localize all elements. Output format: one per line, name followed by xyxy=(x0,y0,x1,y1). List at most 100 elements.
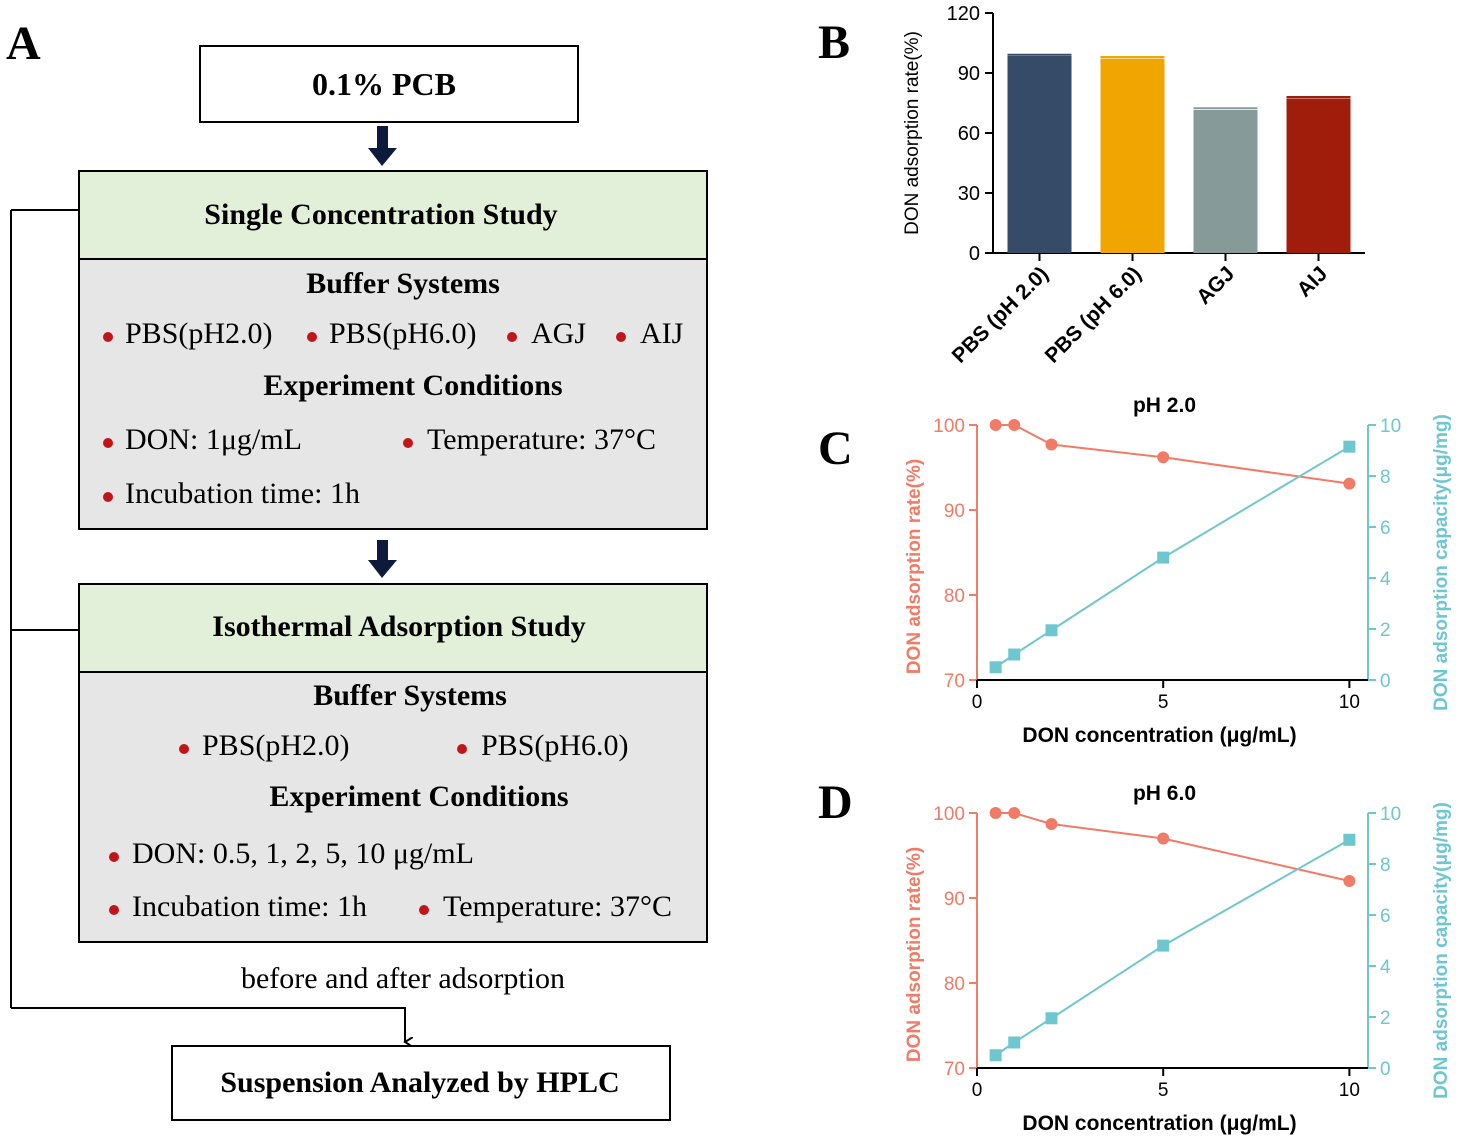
hplc-label: Suspension Analyzed by HPLC xyxy=(220,1066,619,1099)
single-conditions-heading: Experiment Conditions xyxy=(263,369,562,402)
single-condition-1: DON: 1μg/mL xyxy=(125,423,302,456)
single-study-header xyxy=(78,170,708,260)
chart-title: pH 6.0 xyxy=(1133,782,1196,805)
down-arrow-2 xyxy=(368,540,397,578)
left-y-tick-label: 90 xyxy=(944,889,965,910)
isothermal-condition-3: Temperature: 37°C xyxy=(443,890,672,923)
adsorption-capacity-point xyxy=(1157,939,1170,952)
down-arrow-1 xyxy=(368,126,397,166)
y-tick-label: 90 xyxy=(958,63,980,85)
panel-a-letter: A xyxy=(6,17,41,70)
x-tick-label: PBS (pH 6.0) xyxy=(1041,262,1146,367)
left-y-tick-label: 80 xyxy=(944,974,965,995)
bullet-icon xyxy=(616,332,626,342)
right-y-tick-label: 8 xyxy=(1380,855,1391,876)
right-y-tick-label: 8 xyxy=(1380,467,1391,488)
left-y-tick-label: 100 xyxy=(933,416,965,437)
bullet-icon xyxy=(109,852,119,862)
x-tick-label: AIJ xyxy=(1293,262,1332,301)
single-study-title: Single Concentration Study xyxy=(204,198,557,231)
bullet-icon xyxy=(179,744,189,754)
adsorption-rate-point xyxy=(1008,807,1021,819)
pcb-label: 0.1% PCB xyxy=(312,66,456,102)
adsorption-rate-line xyxy=(995,424,1350,485)
left-y-axis-label: DON adsorption rate(%) xyxy=(904,459,925,674)
x-tick-label: 0 xyxy=(972,1080,983,1101)
right-y-tick-label: 4 xyxy=(1380,957,1391,978)
right-y-tick-label: 4 xyxy=(1380,569,1391,590)
single-buffer-1: PBS(pH2.0) xyxy=(125,317,273,350)
right-y-axis-label: DON adsorption capacity(μg/mg) xyxy=(1431,802,1452,1099)
x-tick-label: 5 xyxy=(1158,1080,1169,1101)
panel-b-letter: B xyxy=(818,16,850,69)
bullet-icon xyxy=(307,332,317,342)
y-tick-label: 30 xyxy=(958,183,980,205)
single-buffer-4: AIJ xyxy=(640,317,684,350)
adsorption-capacity-point xyxy=(989,661,1002,674)
single-condition-2: Temperature: 37°C xyxy=(427,423,656,456)
adsorption-rate-point xyxy=(1343,477,1356,490)
x-tick-label: AGJ xyxy=(1192,262,1239,309)
x-tick-label: 10 xyxy=(1339,1080,1360,1101)
right-y-tick-label: 2 xyxy=(1380,1008,1391,1029)
right-y-axis-label: DON adsorption capacity(μg/mg) xyxy=(1431,414,1452,711)
isothermal-study-body xyxy=(78,671,708,943)
adsorption-capacity-point xyxy=(1045,624,1058,637)
adsorption-rate-point xyxy=(989,419,1002,431)
isothermal-conditions-heading: Experiment Conditions xyxy=(269,780,568,813)
adsorption-capacity-point xyxy=(1008,648,1021,661)
left-y-tick-label: 100 xyxy=(933,804,965,825)
left-y-tick-label: 90 xyxy=(944,501,965,522)
hplc-box xyxy=(171,1045,671,1121)
bullet-icon xyxy=(103,332,113,342)
side-connector xyxy=(10,209,405,1042)
adsorption-rate-point xyxy=(989,807,1002,819)
isothermal-buffer-1: PBS(pH2.0) xyxy=(202,729,350,762)
adsorption-capacity-point xyxy=(1008,1036,1021,1049)
left-y-axis-label: DON adsorption rate(%) xyxy=(904,847,925,1062)
single-buffer-heading: Buffer Systems xyxy=(306,267,500,300)
bar xyxy=(1286,98,1351,254)
isothermal-study-header xyxy=(78,583,708,673)
left-y-tick-label: 70 xyxy=(944,671,965,692)
x-tick-label: 0 xyxy=(972,692,983,713)
y-tick-label: 120 xyxy=(947,3,980,25)
adsorption-rate-point xyxy=(1157,832,1170,845)
isothermal-condition-2: Incubation time: 1h xyxy=(132,890,367,923)
bar xyxy=(1193,110,1258,253)
adsorption-rate-point xyxy=(1008,419,1021,431)
bar xyxy=(1100,58,1165,253)
isothermal-buffer-2: PBS(pH6.0) xyxy=(481,729,629,762)
right-y-tick-label: 10 xyxy=(1380,416,1401,437)
single-study-body xyxy=(78,258,708,530)
x-tick-label: PBS (pH 2.0) xyxy=(948,262,1053,367)
bullet-icon xyxy=(403,438,413,448)
bullet-icon xyxy=(457,744,467,754)
isothermal-study-title: Isothermal Adsorption Study xyxy=(212,610,585,643)
right-y-tick-label: 10 xyxy=(1380,804,1401,825)
right-y-tick-label: 0 xyxy=(1380,671,1391,692)
left-y-tick-label: 70 xyxy=(944,1059,965,1080)
bullet-icon xyxy=(419,905,429,915)
pcb-box xyxy=(199,45,579,123)
left-y-tick-label: 80 xyxy=(944,586,965,607)
bullet-icon xyxy=(103,492,113,502)
isothermal-buffer-heading: Buffer Systems xyxy=(313,679,507,712)
right-y-tick-label: 6 xyxy=(1380,906,1391,927)
single-condition-3: Incubation time: 1h xyxy=(125,477,360,510)
isothermal-condition-1: DON: 0.5, 1, 2, 5, 10 μg/mL xyxy=(132,837,474,870)
panel-c-letter: C xyxy=(818,422,853,475)
adsorption-rate-point xyxy=(1157,451,1170,464)
x-tick-label: 5 xyxy=(1158,692,1169,713)
adsorption-rate-point xyxy=(1045,438,1058,451)
adsorption-capacity-point xyxy=(1157,551,1170,564)
panel-d-letter: D xyxy=(818,776,853,829)
bullet-icon xyxy=(507,332,517,342)
x-axis-label: DON concentration (μg/mL) xyxy=(1022,724,1296,747)
adsorption-capacity-point xyxy=(1343,440,1356,453)
panel-b-bar-chart: B 0 30 60 90 120 DON adsorption rate(%) PBS (p… xyxy=(818,3,1365,368)
